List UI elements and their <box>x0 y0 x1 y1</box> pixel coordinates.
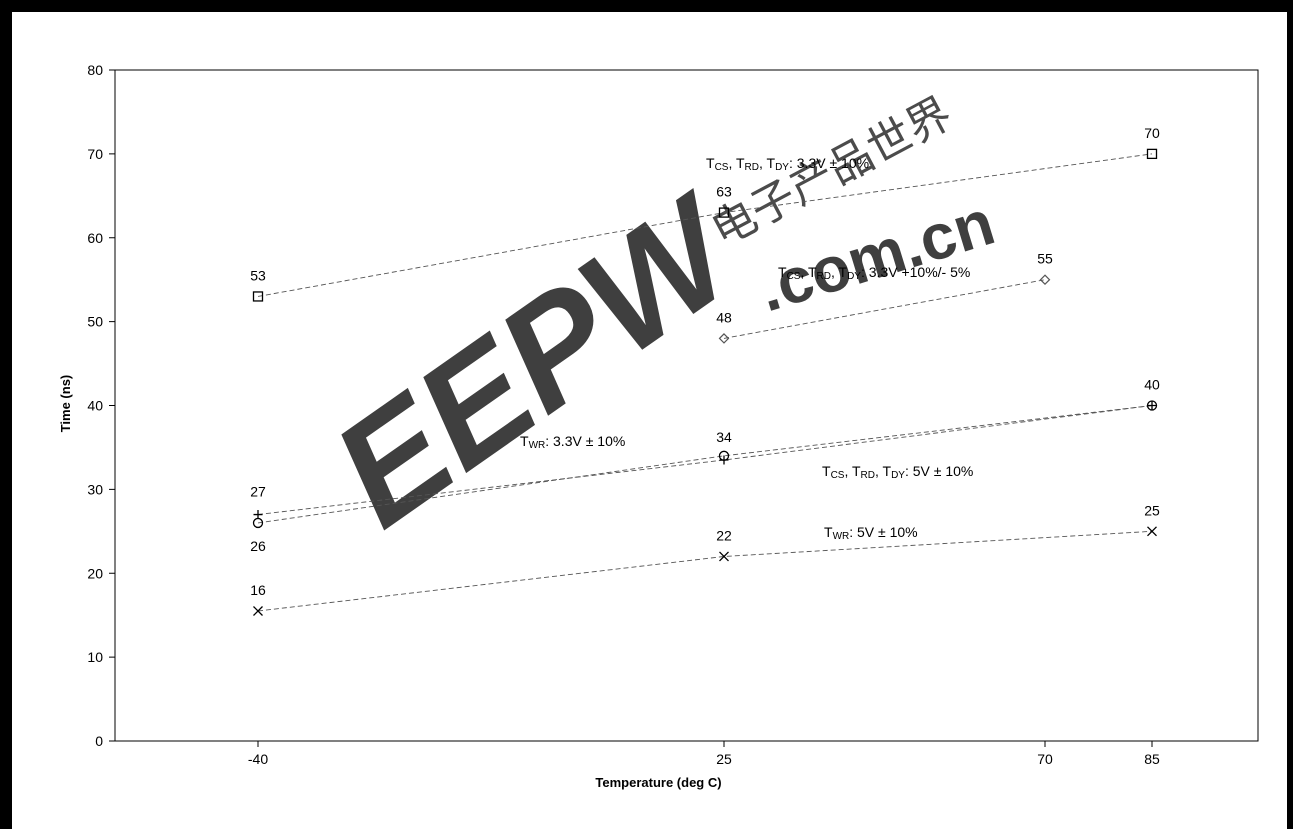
y-tick-label: 50 <box>87 314 103 330</box>
series-lines <box>257 153 1153 612</box>
y-tick-label: 60 <box>87 230 103 246</box>
plus-marker <box>253 510 263 520</box>
y-tick-label: 70 <box>87 146 103 162</box>
annotation-text: T <box>706 155 715 171</box>
annotation-text: T <box>520 433 529 449</box>
annotation-text: : 3.3V ± 10% <box>789 155 869 171</box>
annotation-subscript: CS <box>831 470 845 481</box>
annotation-text: , T <box>800 264 817 280</box>
series-annotations: TCS, TRD, TDY: 3.3V ± 10%TCS, TRD, TDY: … <box>520 155 973 542</box>
data-label: 70 <box>1144 125 1160 141</box>
square-marker <box>252 291 264 302</box>
annotation-text: T <box>824 524 833 540</box>
y-axis-title: Time (ns) <box>58 375 73 433</box>
annotation-text: T <box>822 463 831 479</box>
annotation-text: , T <box>844 463 861 479</box>
annotation-text: : 3.3V +10%/- 5% <box>861 264 970 280</box>
series-annotation: TCS, TRD, TDY: 3.3V +10%/- 5% <box>778 264 970 282</box>
data-label: 63 <box>716 184 732 200</box>
annotation-subscript: WR <box>833 531 850 542</box>
annotation-subscript: CS <box>715 162 729 173</box>
data-label: 26 <box>250 538 266 554</box>
axes: 0 10 20 30 40 50 60 70 80 -40 25 70 85 <box>87 62 1259 767</box>
x-tick-label: 85 <box>1144 751 1160 767</box>
data-label: 55 <box>1037 251 1053 267</box>
annotation-subscript: DY <box>847 271 861 282</box>
data-label: 27 <box>250 484 266 500</box>
series-annotation: TWR: 3.3V ± 10% <box>520 433 625 451</box>
series-annotation: TCS, TRD, TDY: 5V ± 10% <box>822 463 973 481</box>
x-tick-label: 25 <box>716 751 732 767</box>
series-line <box>723 279 1046 339</box>
plot-area-border <box>114 69 1259 742</box>
data-label: 48 <box>716 309 732 325</box>
series-annotation: TCS, TRD, TDY: 3.3V ± 10% <box>706 155 869 173</box>
annotation-text: , T <box>759 155 776 171</box>
data-label: 22 <box>716 527 732 543</box>
annotation-subscript: DY <box>775 162 789 173</box>
series-line <box>257 405 1153 524</box>
square-marker <box>1146 148 1158 160</box>
y-tick-label: 80 <box>87 62 103 78</box>
circle-marker <box>718 450 730 461</box>
series-annotation: TWR: 5V ± 10% <box>824 524 918 542</box>
y-tick-label: 20 <box>87 565 103 581</box>
y-tick-label: 30 <box>87 481 103 497</box>
x-axis-title: Temperature (deg C) <box>595 775 721 790</box>
diamond-marker <box>1039 274 1051 286</box>
y-tick-label: 40 <box>87 398 103 414</box>
data-label: 25 <box>1144 502 1160 518</box>
annotation-subscript: RD <box>861 470 875 481</box>
series-line <box>257 530 1153 612</box>
annotation-text: , T <box>831 264 848 280</box>
annotation-text: : 3.3V ± 10% <box>545 433 625 449</box>
y-tick-label: 0 <box>95 733 103 749</box>
annotation-subscript: WR <box>529 440 546 451</box>
annotation-subscript: RD <box>745 162 759 173</box>
value-labels: 53 63 70 48 55 27 40 26 34 16 22 25 <box>250 125 1160 598</box>
circle-marker <box>252 517 264 529</box>
plus-marker <box>1147 401 1157 410</box>
data-markers <box>252 148 1158 616</box>
diamond-marker <box>718 333 730 344</box>
annotation-subscript: RD <box>817 271 831 282</box>
annotation-text: : 5V ± 10% <box>849 524 917 540</box>
annotation-text: T <box>778 264 787 280</box>
y-tick-label: 10 <box>87 649 103 665</box>
data-label: 40 <box>1144 377 1160 393</box>
data-label: 34 <box>716 429 732 445</box>
x-tick-label: 70 <box>1037 751 1053 767</box>
cross-marker <box>1147 526 1157 537</box>
annotation-subscript: DY <box>891 470 905 481</box>
series-line <box>257 405 1153 515</box>
cross-marker <box>253 606 263 616</box>
data-label: 16 <box>250 582 266 598</box>
data-label: 53 <box>250 267 266 283</box>
series-line <box>257 153 1153 297</box>
square-marker <box>718 207 730 218</box>
annotation-text: , T <box>728 155 745 171</box>
annotation-text: : 5V ± 10% <box>905 463 973 479</box>
watermark-brand: EEPW <box>304 161 772 559</box>
x-tick-label: -40 <box>248 751 268 767</box>
cross-marker <box>719 551 729 562</box>
annotation-subscript: CS <box>787 271 801 282</box>
circle-marker <box>1146 400 1158 411</box>
annotation-text: , T <box>875 463 892 479</box>
